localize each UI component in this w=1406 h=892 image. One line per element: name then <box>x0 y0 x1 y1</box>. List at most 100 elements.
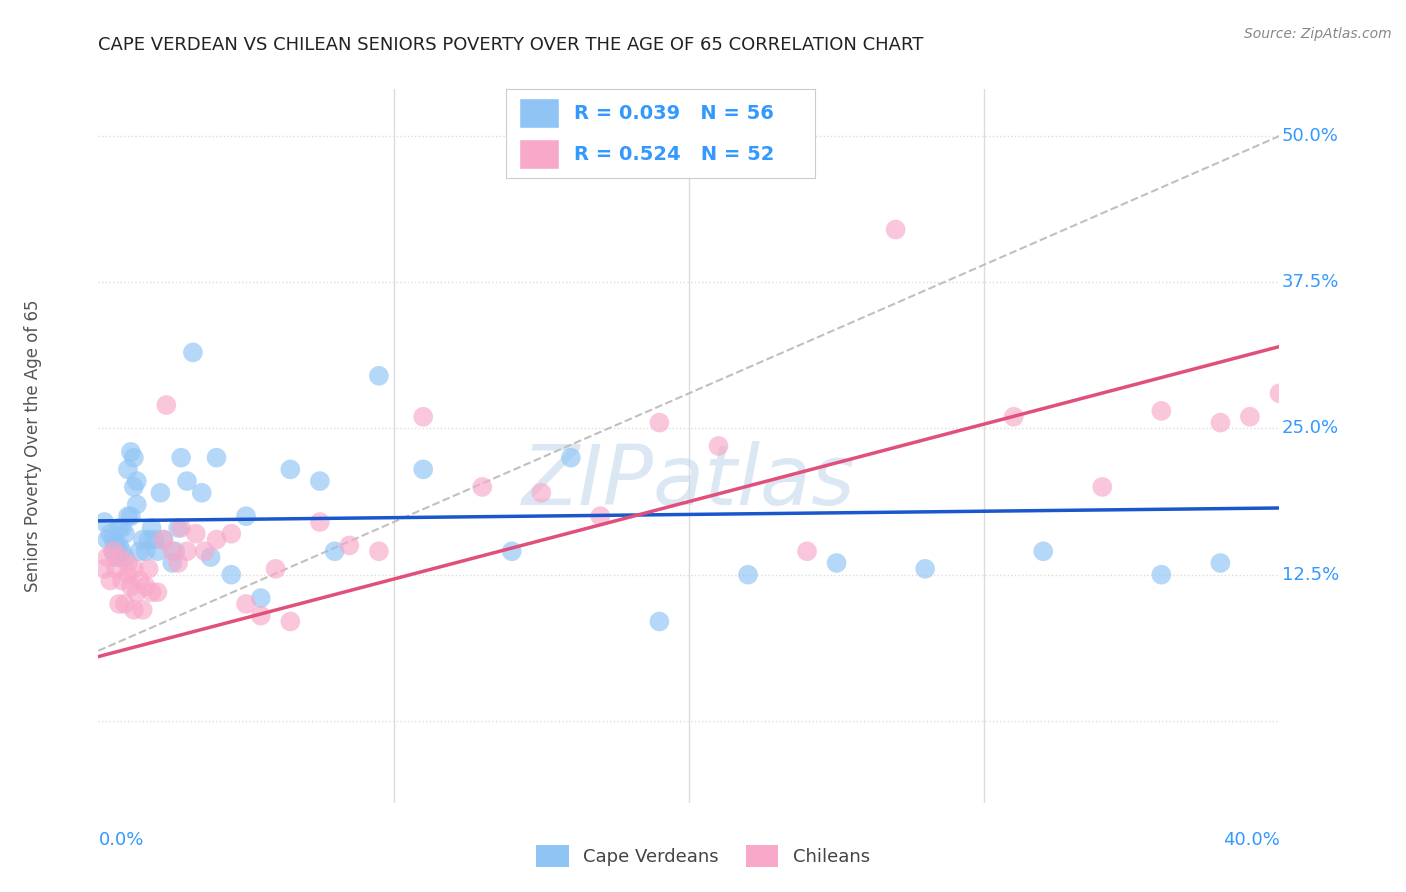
Point <box>501 544 523 558</box>
Text: 25.0%: 25.0% <box>1282 419 1339 437</box>
Point <box>117 567 139 582</box>
Point <box>105 562 128 576</box>
Point <box>114 597 136 611</box>
Point <box>120 445 142 459</box>
Point <box>1150 404 1173 418</box>
Point <box>117 509 139 524</box>
Point <box>165 544 187 558</box>
Point <box>205 450 228 465</box>
Text: 37.5%: 37.5% <box>1282 273 1339 291</box>
Point <box>264 562 287 576</box>
Point <box>309 515 332 529</box>
Point <box>235 509 257 524</box>
Point <box>103 544 125 558</box>
Point <box>146 585 169 599</box>
Point <box>111 574 134 588</box>
Point <box>1268 386 1291 401</box>
Point <box>278 615 302 629</box>
Point <box>138 562 160 576</box>
Text: 0.0%: 0.0% <box>98 831 143 849</box>
Point <box>184 526 207 541</box>
Point <box>120 579 142 593</box>
Point <box>125 585 148 599</box>
Point <box>135 579 157 593</box>
Point <box>648 615 671 629</box>
Point <box>589 509 612 524</box>
Point <box>108 550 131 565</box>
Point <box>93 562 115 576</box>
Point <box>250 591 273 605</box>
Point <box>98 526 121 541</box>
Point <box>235 597 257 611</box>
Point <box>108 597 131 611</box>
Point <box>103 544 125 558</box>
Point <box>170 450 193 465</box>
Point <box>737 567 759 582</box>
Point <box>108 521 131 535</box>
Point <box>1209 556 1232 570</box>
Point <box>162 556 183 570</box>
Point <box>167 556 190 570</box>
Point <box>146 544 169 558</box>
Point <box>170 521 193 535</box>
Text: 50.0%: 50.0% <box>1282 127 1339 145</box>
Text: R = 0.039   N = 56: R = 0.039 N = 56 <box>574 103 775 123</box>
Point <box>914 562 936 576</box>
Point <box>707 439 730 453</box>
Text: Source: ZipAtlas.com: Source: ZipAtlas.com <box>1244 27 1392 41</box>
Point <box>141 521 163 535</box>
Bar <box>519 98 558 128</box>
Point <box>1239 409 1261 424</box>
Point <box>219 567 242 582</box>
Point <box>191 485 214 500</box>
Point <box>111 544 134 558</box>
Point <box>337 538 360 552</box>
Point <box>884 222 907 236</box>
Point <box>471 480 494 494</box>
Point <box>412 409 434 424</box>
Legend: Cape Verdeans, Chileans: Cape Verdeans, Chileans <box>529 838 877 874</box>
Point <box>122 450 145 465</box>
Point <box>132 603 155 617</box>
Point <box>138 533 160 547</box>
Point <box>155 398 177 412</box>
Point <box>825 556 848 570</box>
Point <box>125 498 148 512</box>
Point <box>194 544 217 558</box>
Point <box>219 526 242 541</box>
Point <box>323 544 346 558</box>
Point <box>117 556 139 570</box>
Point <box>128 574 150 588</box>
Point <box>96 533 118 547</box>
Point <box>111 521 134 535</box>
Point <box>105 550 128 565</box>
Bar <box>519 139 558 169</box>
Point <box>167 521 190 535</box>
Point <box>200 550 222 565</box>
Point <box>560 450 582 465</box>
Point <box>122 562 145 576</box>
Point <box>149 485 172 500</box>
Point <box>368 368 391 383</box>
Text: CAPE VERDEAN VS CHILEAN SENIORS POVERTY OVER THE AGE OF 65 CORRELATION CHART: CAPE VERDEAN VS CHILEAN SENIORS POVERTY … <box>98 36 924 54</box>
Point <box>122 480 145 494</box>
Point <box>278 462 302 476</box>
Text: 40.0%: 40.0% <box>1223 831 1279 849</box>
Point <box>117 462 139 476</box>
Point <box>98 574 121 588</box>
Point <box>108 538 131 552</box>
Point <box>176 544 198 558</box>
Point <box>125 474 148 488</box>
Text: Seniors Poverty Over the Age of 65: Seniors Poverty Over the Age of 65 <box>24 300 42 592</box>
Point <box>530 485 553 500</box>
Point <box>143 533 166 547</box>
Point <box>205 533 228 547</box>
Point <box>1032 544 1054 558</box>
Point <box>103 533 125 547</box>
Point <box>122 603 145 617</box>
Text: R = 0.524   N = 52: R = 0.524 N = 52 <box>574 145 775 164</box>
Point <box>128 544 150 558</box>
Point <box>114 526 136 541</box>
Point <box>135 544 157 558</box>
Point <box>152 533 174 547</box>
